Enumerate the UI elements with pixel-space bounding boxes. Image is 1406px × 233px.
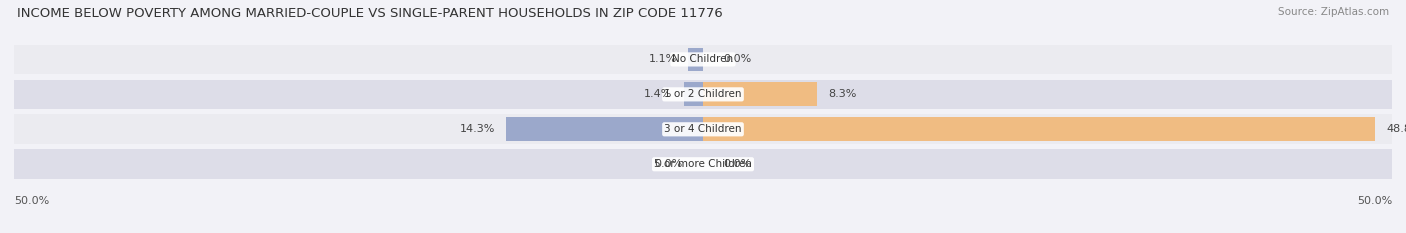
Bar [683, 82, 703, 106]
Text: 1.1%: 1.1% [648, 55, 676, 64]
Text: 1.4%: 1.4% [644, 89, 672, 99]
Bar [14, 114, 1392, 144]
Text: 8.3%: 8.3% [828, 89, 856, 99]
Bar [703, 117, 1375, 141]
Text: 50.0%: 50.0% [1357, 196, 1392, 206]
Text: INCOME BELOW POVERTY AMONG MARRIED-COUPLE VS SINGLE-PARENT HOUSEHOLDS IN ZIP COD: INCOME BELOW POVERTY AMONG MARRIED-COUPL… [17, 7, 723, 20]
Text: Source: ZipAtlas.com: Source: ZipAtlas.com [1278, 7, 1389, 17]
Text: 0.0%: 0.0% [654, 159, 682, 169]
Text: 3 or 4 Children: 3 or 4 Children [664, 124, 742, 134]
Text: 1 or 2 Children: 1 or 2 Children [664, 89, 742, 99]
Bar [14, 45, 1392, 74]
Text: 0.0%: 0.0% [724, 55, 752, 64]
Bar [14, 149, 1392, 179]
Text: 14.3%: 14.3% [460, 124, 495, 134]
Bar [506, 117, 703, 141]
Text: 48.8%: 48.8% [1386, 124, 1406, 134]
Text: 0.0%: 0.0% [724, 159, 752, 169]
Text: 5 or more Children: 5 or more Children [654, 159, 752, 169]
Bar [703, 82, 817, 106]
Bar [14, 79, 1392, 109]
Text: 50.0%: 50.0% [14, 196, 49, 206]
Bar [688, 48, 703, 71]
Text: No Children: No Children [672, 55, 734, 64]
